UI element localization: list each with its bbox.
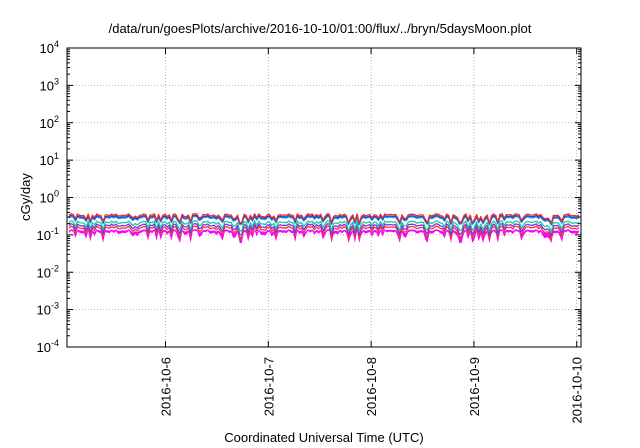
y-tick-label: 104 (40, 39, 59, 56)
y-tick-label: 10-2 (37, 263, 59, 280)
series-line (68, 213, 580, 224)
y-tick-label: 101 (40, 151, 59, 168)
series-line (68, 223, 580, 237)
plot-frame (66, 47, 582, 348)
series-band (69, 229, 579, 243)
x-tick-label: 2016-10-8 (364, 357, 379, 416)
y-tick-label: 10-4 (37, 338, 59, 355)
y-tick-label: 103 (40, 76, 59, 93)
y-tick-label: 10-3 (37, 301, 59, 318)
series-line (68, 214, 580, 225)
series-line (68, 220, 580, 233)
x-tick-labels: 2016-10-6 2016-10-7 2016-10-8 2016-10-9 2016… (159, 357, 585, 424)
x-axis-label: Coordinated Universal Time (UTC) (224, 430, 423, 445)
y-tick-label: 102 (40, 114, 59, 131)
axis-ticks (67, 47, 581, 348)
series-line (68, 215, 580, 226)
x-tick-label: 2016-10-9 (467, 357, 482, 416)
y-tick-label: 100 (40, 189, 59, 206)
x-tick-label: 2016-10-10 (570, 357, 585, 424)
y-tick-label: 10-1 (37, 226, 59, 243)
chart-title: /data/run/goesPlots/archive/2016-10-10/0… (109, 21, 532, 36)
x-tick-label: 2016-10-6 (159, 357, 174, 416)
series-line (68, 225, 580, 240)
y-tick-labels: 10-4 10-3 10-2 10-1 100 101 102 103 104 (37, 39, 59, 355)
y-axis-label: cGy/day (18, 173, 33, 221)
plot-series (68, 213, 580, 243)
x-tick-label: 2016-10-7 (261, 357, 276, 416)
grid (67, 48, 581, 347)
